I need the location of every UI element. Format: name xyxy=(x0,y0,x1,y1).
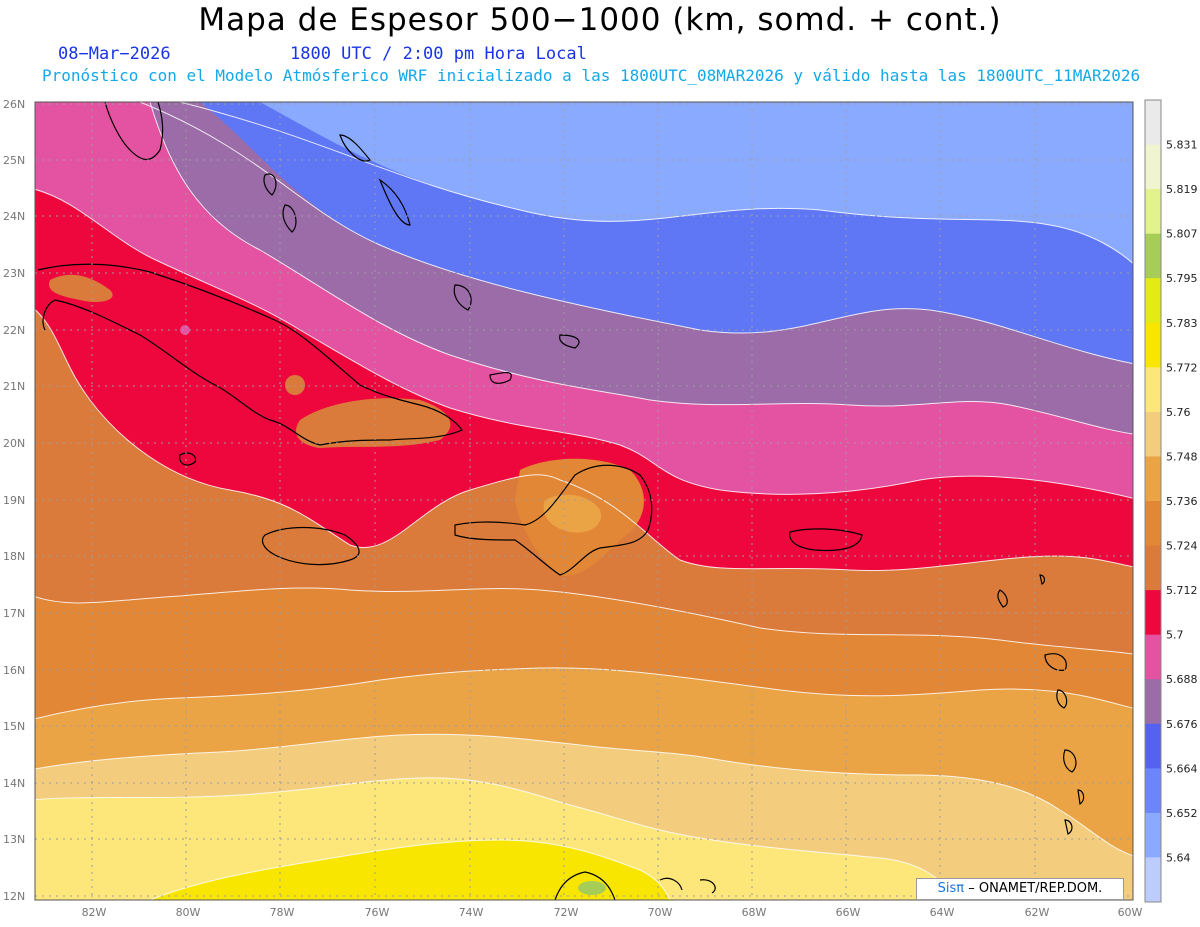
lon-label: 60W xyxy=(1118,906,1143,919)
lat-label: 12N xyxy=(3,890,25,903)
legend-label: 5.736 xyxy=(1166,495,1198,508)
lat-label: 15N xyxy=(3,720,25,733)
lat-label: 26N xyxy=(3,98,25,111)
lat-label: 21N xyxy=(3,380,25,393)
legend-swatch xyxy=(1145,812,1161,858)
lon-label: 80W xyxy=(176,906,201,919)
lat-label: 20N xyxy=(3,437,25,450)
legend-label: 5.772 xyxy=(1166,361,1198,374)
legend-swatch xyxy=(1145,411,1161,457)
forecast-date: 08−Mar−2026 xyxy=(58,44,171,64)
lat-label: 14N xyxy=(3,777,25,790)
legend-label: 5.652 xyxy=(1166,807,1198,820)
legend-label: 5.831 xyxy=(1166,139,1198,152)
lat-label: 25N xyxy=(3,154,25,167)
legend-frame xyxy=(1144,99,1162,903)
legend-label: 5.7 xyxy=(1166,629,1184,642)
legend-swatch xyxy=(1145,768,1161,814)
legend-label: 5.748 xyxy=(1166,450,1198,463)
legend-swatch xyxy=(1145,367,1161,413)
lat-label: 17N xyxy=(3,607,25,620)
lon-label: 66W xyxy=(836,906,861,919)
legend-label: 5.783 xyxy=(1166,317,1198,330)
legend-label: 5.676 xyxy=(1166,718,1198,731)
lat-label: 22N xyxy=(3,324,25,337)
legend-swatch xyxy=(1145,723,1161,769)
legend-swatch xyxy=(1145,189,1161,235)
legend-swatch xyxy=(1145,679,1161,725)
legend-swatch xyxy=(1145,144,1161,190)
map-frame xyxy=(34,101,1134,901)
lon-label: 64W xyxy=(930,906,955,919)
lat-label: 24N xyxy=(3,210,25,223)
legend-swatch xyxy=(1145,100,1161,146)
lon-label: 70W xyxy=(648,906,673,919)
lat-label: 18N xyxy=(3,550,25,563)
legend-label: 5.795 xyxy=(1166,272,1198,285)
legend-swatch xyxy=(1145,545,1161,591)
legend-swatch xyxy=(1145,501,1161,547)
lat-label: 23N xyxy=(3,267,25,280)
valid-time: 1800 UTC / 2:00 pm Hora Local xyxy=(290,44,587,64)
credit-box: Sisπ – ONAMET/REP.DOM. xyxy=(916,878,1124,900)
lat-label: 19N xyxy=(3,494,25,507)
legend-label: 5.64 xyxy=(1166,851,1191,864)
legend-swatch xyxy=(1145,857,1161,903)
legend-swatch xyxy=(1145,634,1161,680)
legend-swatch xyxy=(1145,233,1161,279)
legend-label: 5.819 xyxy=(1166,183,1198,196)
lon-label: 82W xyxy=(82,906,107,919)
legend-label: 5.724 xyxy=(1166,540,1198,553)
latitude-axis: 26N 25N 24N 23N 22N 21N 20N 19N 18N 17N … xyxy=(3,98,25,903)
coastlines xyxy=(37,102,1085,900)
thickness-bands xyxy=(35,102,1133,900)
lon-label: 78W xyxy=(270,906,295,919)
lat-label: 13N xyxy=(3,833,25,846)
legend-label: 5.712 xyxy=(1166,584,1198,597)
legend-swatch xyxy=(1145,278,1161,324)
legend-label: 5.76 xyxy=(1166,406,1191,419)
legend-swatch xyxy=(1145,322,1161,368)
map-title: Mapa de Espesor 500−1000 (km, somd. + co… xyxy=(198,2,1002,38)
brand-logo: Sisπ xyxy=(937,881,965,896)
lon-label: 68W xyxy=(742,906,767,919)
legend-swatch xyxy=(1145,456,1161,502)
lon-label: 62W xyxy=(1025,906,1050,919)
lon-label: 74W xyxy=(459,906,484,919)
credit-text: – ONAMET/REP.DOM. xyxy=(968,881,1103,896)
legend-swatch xyxy=(1145,590,1161,636)
color-legend: 5.831 5.819 5.807 5.795 5.783 5.772 5.76 5.748 5… xyxy=(1144,99,1198,903)
legend-label: 5.664 xyxy=(1166,762,1198,775)
model-subtitle: Pronóstico con el Modelo Atmósferico WRF… xyxy=(42,66,1141,85)
lon-label: 76W xyxy=(365,906,390,919)
legend-label: 5.688 xyxy=(1166,673,1198,686)
lon-label: 72W xyxy=(554,906,579,919)
lat-label: 16N xyxy=(3,664,25,677)
legend-label: 5.807 xyxy=(1166,228,1198,241)
longitude-axis: 82W 80W 78W 76W 74W 72W 70W 68W 66W 64W … xyxy=(82,906,1143,919)
